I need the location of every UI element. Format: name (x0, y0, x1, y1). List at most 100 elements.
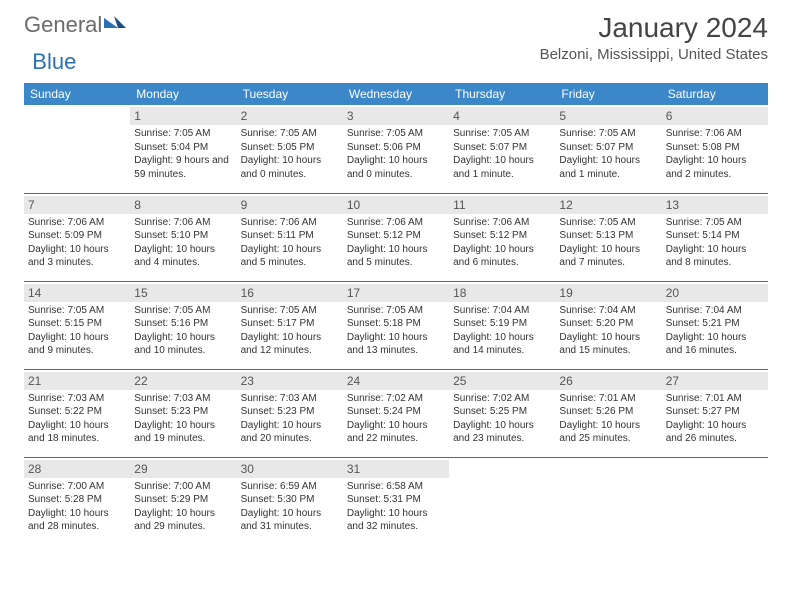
day-number: 10 (343, 196, 449, 214)
day-details: Sunrise: 7:05 AMSunset: 5:13 PMDaylight:… (559, 216, 657, 270)
day-details: Sunrise: 7:05 AMSunset: 5:14 PMDaylight:… (666, 216, 764, 270)
weekday-header: Tuesday (237, 83, 343, 105)
day-number: 16 (237, 284, 343, 302)
day-details: Sunrise: 7:04 AMSunset: 5:20 PMDaylight:… (559, 304, 657, 358)
day-details: Sunrise: 7:05 AMSunset: 5:07 PMDaylight:… (453, 127, 551, 181)
day-number: 14 (24, 284, 130, 302)
day-details: Sunrise: 7:03 AMSunset: 5:22 PMDaylight:… (28, 392, 126, 446)
day-details: Sunrise: 7:05 AMSunset: 5:06 PMDaylight:… (347, 127, 445, 181)
calendar-day-cell: 28Sunrise: 7:00 AMSunset: 5:28 PMDayligh… (24, 457, 130, 545)
day-number: 1 (130, 107, 236, 125)
calendar-day-cell: 5 Sunrise: 7:05 AMSunset: 5:07 PMDaylight… (555, 105, 661, 193)
calendar-day-cell: 2 Sunrise: 7:05 AMSunset: 5:05 PMDaylight… (237, 105, 343, 193)
logo-text-blue: Blue (32, 49, 76, 75)
day-number: 31 (343, 460, 449, 478)
calendar-empty-cell (555, 457, 661, 545)
calendar-day-cell: 24Sunrise: 7:02 AMSunset: 5:24 PMDayligh… (343, 369, 449, 457)
calendar-day-cell: 7 Sunrise: 7:06 AMSunset: 5:09 PMDaylight… (24, 193, 130, 281)
day-number: 19 (555, 284, 661, 302)
day-number: 6 (662, 107, 768, 125)
day-details: Sunrise: 7:05 AMSunset: 5:04 PMDaylight:… (134, 127, 232, 181)
calendar-day-cell: 22 Sunrise: 7:03 AMSunset: 5:23 PMDayligh… (130, 369, 236, 457)
calendar-day-cell: 6 Sunrise: 7:06 AMSunset: 5:08 PMDaylight… (662, 105, 768, 193)
day-number: 20 (662, 284, 768, 302)
day-number: 3 (343, 107, 449, 125)
calendar-day-cell: 29 Sunrise: 7:00 AMSunset: 5:29 PMDayligh… (130, 457, 236, 545)
calendar-day-cell: 31Sunrise: 6:58 AMSunset: 5:31 PMDayligh… (343, 457, 449, 545)
calendar-table: SundayMondayTuesdayWednesdayThursdayFrid… (24, 83, 768, 545)
day-number: 12 (555, 196, 661, 214)
day-number: 18 (449, 284, 555, 302)
month-title: January 2024 (540, 12, 768, 44)
day-number: 2 (237, 107, 343, 125)
day-details: Sunrise: 7:06 AMSunset: 5:11 PMDaylight:… (241, 216, 339, 270)
day-details: Sunrise: 7:05 AMSunset: 5:18 PMDaylight:… (347, 304, 445, 358)
day-number: 7 (24, 196, 130, 214)
day-number: 13 (662, 196, 768, 214)
logo: General (24, 12, 128, 38)
calendar-day-cell: 25 Sunrise: 7:02 AMSunset: 5:25 PMDayligh… (449, 369, 555, 457)
day-number: 25 (449, 372, 555, 390)
weekday-header: Saturday (662, 83, 768, 105)
day-number: 29 (130, 460, 236, 478)
day-details: Sunrise: 7:01 AMSunset: 5:26 PMDaylight:… (559, 392, 657, 446)
calendar-day-cell: 26 Sunrise: 7:01 AMSunset: 5:26 PMDayligh… (555, 369, 661, 457)
weekday-header: Friday (555, 83, 661, 105)
day-details: Sunrise: 7:06 AMSunset: 5:09 PMDaylight:… (28, 216, 126, 270)
calendar-empty-cell (449, 457, 555, 545)
logo-text-general: General (24, 12, 102, 38)
calendar-week-row: 7 Sunrise: 7:06 AMSunset: 5:09 PMDaylight… (24, 193, 768, 281)
calendar-day-cell: 9 Sunrise: 7:06 AMSunset: 5:11 PMDaylight… (237, 193, 343, 281)
day-number: 15 (130, 284, 236, 302)
day-details: Sunrise: 7:05 AMSunset: 5:05 PMDaylight:… (241, 127, 339, 181)
day-details: Sunrise: 7:06 AMSunset: 5:12 PMDaylight:… (347, 216, 445, 270)
calendar-day-cell: 18 Sunrise: 7:04 AMSunset: 5:19 PMDayligh… (449, 281, 555, 369)
day-number: 8 (130, 196, 236, 214)
day-details: Sunrise: 7:03 AMSunset: 5:23 PMDaylight:… (241, 392, 339, 446)
weekday-header: Sunday (24, 83, 130, 105)
day-details: Sunrise: 7:05 AMSunset: 5:17 PMDaylight:… (241, 304, 339, 358)
calendar-week-row: 28Sunrise: 7:00 AMSunset: 5:28 PMDayligh… (24, 457, 768, 545)
calendar-day-cell: 11Sunrise: 7:06 AMSunset: 5:12 PMDayligh… (449, 193, 555, 281)
day-number: 5 (555, 107, 661, 125)
calendar-day-cell: 16 Sunrise: 7:05 AMSunset: 5:17 PMDayligh… (237, 281, 343, 369)
day-details: Sunrise: 7:02 AMSunset: 5:25 PMDaylight:… (453, 392, 551, 446)
calendar-day-cell: 13 Sunrise: 7:05 AMSunset: 5:14 PMDayligh… (662, 193, 768, 281)
calendar-day-cell: 3 Sunrise: 7:05 AMSunset: 5:06 PMDaylight… (343, 105, 449, 193)
calendar-day-cell: 1 Sunrise: 7:05 AMSunset: 5:04 PMDaylight… (130, 105, 236, 193)
calendar-day-cell: 19 Sunrise: 7:04 AMSunset: 5:20 PMDayligh… (555, 281, 661, 369)
calendar-day-cell: 17Sunrise: 7:05 AMSunset: 5:18 PMDayligh… (343, 281, 449, 369)
day-details: Sunrise: 7:06 AMSunset: 5:08 PMDaylight:… (666, 127, 764, 181)
weekday-header: Thursday (449, 83, 555, 105)
calendar-empty-cell (662, 457, 768, 545)
day-details: Sunrise: 7:00 AMSunset: 5:28 PMDaylight:… (28, 480, 126, 534)
day-details: Sunrise: 7:05 AMSunset: 5:16 PMDaylight:… (134, 304, 232, 358)
calendar-day-cell: 20 Sunrise: 7:04 AMSunset: 5:21 PMDayligh… (662, 281, 768, 369)
day-details: Sunrise: 7:00 AMSunset: 5:29 PMDaylight:… (134, 480, 232, 534)
calendar-week-row: 1 Sunrise: 7:05 AMSunset: 5:04 PMDaylight… (24, 105, 768, 193)
day-number: 11 (449, 196, 555, 214)
day-number: 30 (237, 460, 343, 478)
calendar-day-cell: 27Sunrise: 7:01 AMSunset: 5:27 PMDayligh… (662, 369, 768, 457)
calendar-day-cell: 15 Sunrise: 7:05 AMSunset: 5:16 PMDayligh… (130, 281, 236, 369)
day-details: Sunrise: 7:04 AMSunset: 5:21 PMDaylight:… (666, 304, 764, 358)
day-number: 21 (24, 372, 130, 390)
calendar-day-cell: 30Sunrise: 6:59 AMSunset: 5:30 PMDayligh… (237, 457, 343, 545)
title-block: January 2024 Belzoni, Mississippi, Unite… (540, 12, 768, 63)
calendar-day-cell: 8 Sunrise: 7:06 AMSunset: 5:10 PMDaylight… (130, 193, 236, 281)
day-details: Sunrise: 7:04 AMSunset: 5:19 PMDaylight:… (453, 304, 551, 358)
day-details: Sunrise: 7:02 AMSunset: 5:24 PMDaylight:… (347, 392, 445, 446)
day-number: 22 (130, 372, 236, 390)
day-number: 26 (555, 372, 661, 390)
day-number: 27 (662, 372, 768, 390)
day-details: Sunrise: 7:06 AMSunset: 5:10 PMDaylight:… (134, 216, 232, 270)
calendar-day-cell: 10 Sunrise: 7:06 AMSunset: 5:12 PMDayligh… (343, 193, 449, 281)
day-number: 23 (237, 372, 343, 390)
calendar-header-row: SundayMondayTuesdayWednesdayThursdayFrid… (24, 83, 768, 105)
calendar-week-row: 14Sunrise: 7:05 AMSunset: 5:15 PMDayligh… (24, 281, 768, 369)
logo-flag-icon (104, 14, 126, 37)
day-details: Sunrise: 7:03 AMSunset: 5:23 PMDaylight:… (134, 392, 232, 446)
day-number: 9 (237, 196, 343, 214)
day-details: Sunrise: 7:05 AMSunset: 5:07 PMDaylight:… (559, 127, 657, 181)
weekday-header: Wednesday (343, 83, 449, 105)
